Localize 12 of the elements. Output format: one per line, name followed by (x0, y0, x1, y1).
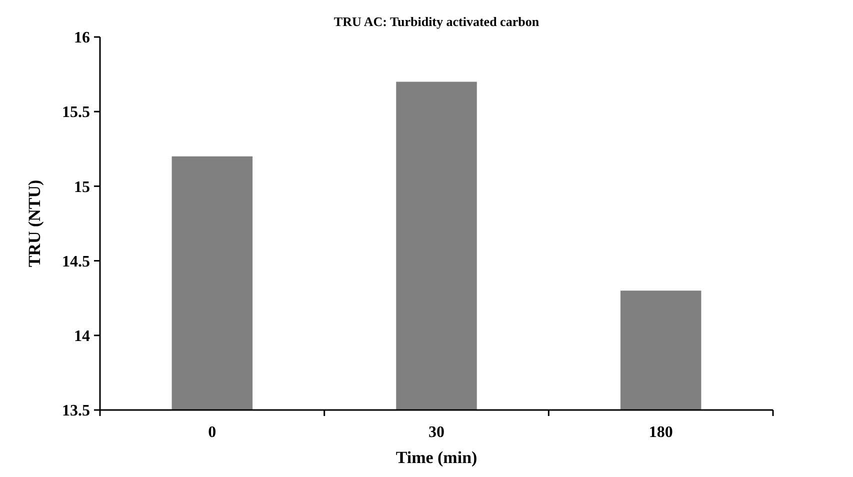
y-tick-label: 15 (74, 178, 90, 196)
y-tick-label: 14 (74, 328, 90, 345)
x-axis-title: Time (min) (396, 448, 478, 467)
x-tick-label: 30 (428, 424, 444, 441)
y-tick-label: 15.5 (62, 104, 90, 122)
y-tick-label: 14.5 (62, 253, 90, 270)
chart-title: TRU AC: Turbidity activated carbon (334, 14, 540, 29)
y-tick-label: 13.5 (62, 402, 90, 420)
x-tick-label: 180 (648, 424, 673, 441)
y-tick-label: 16 (74, 30, 90, 47)
x-tick-label: 0 (208, 424, 216, 441)
y-axis-title: TRU (NTU) (25, 180, 44, 268)
